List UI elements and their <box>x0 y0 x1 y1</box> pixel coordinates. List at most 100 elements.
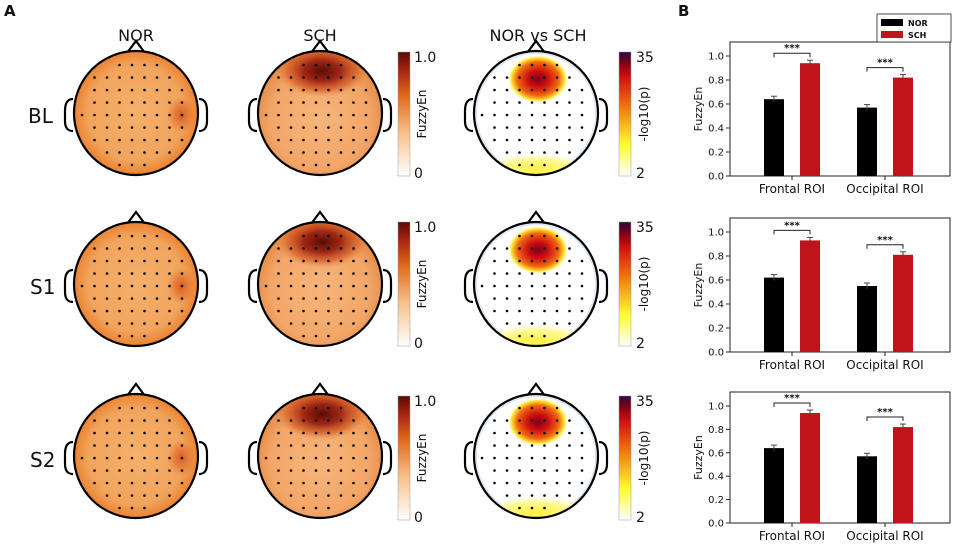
electrode <box>118 406 121 410</box>
electrode <box>289 247 293 250</box>
electrode <box>105 322 109 325</box>
electrode <box>105 469 109 472</box>
electrode <box>168 309 171 313</box>
electrode <box>327 494 330 497</box>
pvalue-max-s2: 35 <box>636 394 654 410</box>
electrode <box>518 234 521 238</box>
nose <box>126 39 146 54</box>
occipital-effect <box>480 153 592 175</box>
electrode <box>155 419 159 422</box>
fuzzyen-axis-label-bl: FuzzyEn <box>415 90 429 139</box>
electrode <box>314 126 318 129</box>
electrode <box>143 506 146 510</box>
electrode <box>327 297 330 300</box>
electrode <box>543 247 546 250</box>
electrode <box>168 247 171 250</box>
electrode <box>277 101 280 104</box>
electrode <box>568 456 571 460</box>
column-title-sch: SCH <box>303 26 337 45</box>
electrode <box>93 76 96 79</box>
electrode <box>118 272 121 275</box>
electrode <box>543 494 546 497</box>
electrode <box>314 113 318 117</box>
electrode <box>364 101 368 104</box>
electrode <box>277 481 280 485</box>
y-tick-label: 0.8 <box>708 252 724 263</box>
electrode <box>302 481 305 485</box>
electrode <box>327 272 330 275</box>
electrode <box>568 113 571 117</box>
electrode <box>568 272 571 275</box>
electrode <box>277 284 280 288</box>
electrode <box>302 234 305 238</box>
electrode <box>143 494 146 497</box>
electrode <box>352 126 355 129</box>
nose <box>310 210 330 225</box>
electrode <box>105 259 109 263</box>
electrode <box>555 76 559 79</box>
electrode <box>302 309 305 313</box>
electrode <box>155 406 159 410</box>
electrode <box>155 469 159 472</box>
electrode <box>314 431 318 435</box>
electrode <box>493 481 496 485</box>
pvalue-min-s1: 2 <box>636 336 645 352</box>
electrode <box>352 101 355 104</box>
electrode <box>339 138 343 142</box>
electrode <box>302 334 305 338</box>
head-outline <box>256 49 384 177</box>
electrode <box>505 444 509 447</box>
electrode <box>93 247 96 250</box>
electrode <box>277 259 280 263</box>
y-tick-label: 0.0 <box>708 348 724 359</box>
significance-stars: *** <box>784 220 800 231</box>
electrode <box>289 259 293 263</box>
panel-a-label: A <box>4 2 16 20</box>
electrode <box>289 138 293 142</box>
y-tick-label: 0.6 <box>708 100 724 111</box>
significance-bracket <box>866 67 904 72</box>
significance-stars: *** <box>784 43 800 54</box>
topomap-sch-bl <box>247 39 393 177</box>
electrode <box>352 309 355 313</box>
electrode <box>314 247 318 250</box>
electrode <box>568 76 571 79</box>
left-ear <box>63 268 74 304</box>
x-category-label: Frontal ROI <box>759 358 825 372</box>
electrode <box>130 322 134 325</box>
fuzzyen-max-s2: 1.0 <box>414 394 437 410</box>
electrode <box>155 456 159 460</box>
electrode <box>105 113 109 117</box>
electrode <box>302 247 305 250</box>
electrode <box>543 322 546 325</box>
electrode <box>264 456 268 460</box>
electrode <box>80 113 84 117</box>
electrode <box>518 297 521 300</box>
electrode <box>327 88 330 92</box>
nose <box>526 210 546 225</box>
electrode <box>339 247 343 250</box>
electrode <box>118 322 121 325</box>
electrode <box>314 138 318 142</box>
electrode <box>543 406 546 410</box>
electrode <box>302 406 305 410</box>
electrode <box>289 151 293 154</box>
electrode <box>302 469 305 472</box>
electrode <box>530 272 534 275</box>
electrode <box>505 309 509 313</box>
electrode <box>327 163 330 167</box>
electrode <box>543 431 546 435</box>
electrode <box>364 113 368 117</box>
electrode <box>143 76 146 79</box>
electrode <box>105 494 109 497</box>
electrode <box>93 309 96 313</box>
electrode <box>130 259 134 263</box>
electrode <box>168 101 171 104</box>
electrode <box>130 151 134 154</box>
electrode <box>143 469 146 472</box>
bar-chart-s2: 0.0 0.2 0.4 0.6 0.8 1.0 FuzzyEn Frontal ROI *** O… <box>692 391 951 543</box>
electrode <box>105 297 109 300</box>
electrode <box>143 334 146 338</box>
electrode <box>505 247 509 250</box>
electrode <box>105 247 109 250</box>
